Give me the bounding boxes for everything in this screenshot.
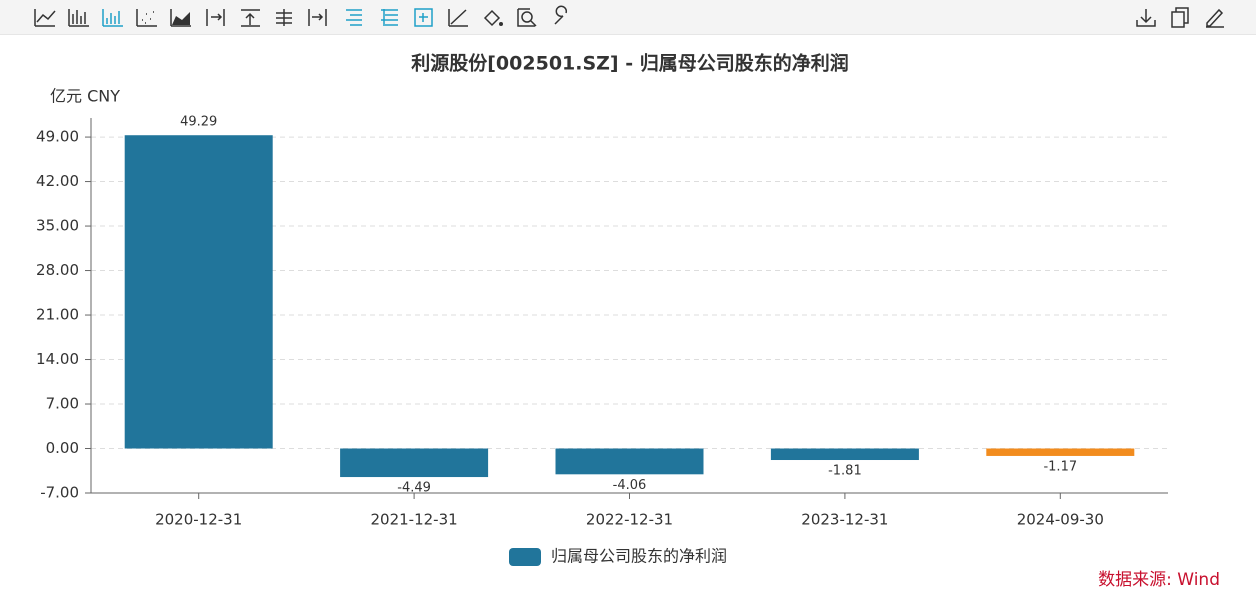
y-tick-label: 49.00	[36, 128, 79, 146]
y-tick-label: 7.00	[46, 395, 79, 413]
bar	[340, 448, 489, 478]
y-tick-label: 42.00	[36, 172, 79, 190]
y-tick-label: 0.00	[46, 439, 79, 457]
value-label: -4.49	[397, 481, 431, 496]
y-tick-label: 21.00	[36, 306, 79, 324]
y-tick-label: -7.00	[40, 484, 79, 502]
x-tick-label: 2024-09-30	[1017, 511, 1104, 529]
tool-area[interactable]	[170, 9, 191, 27]
value-label: 49.29	[180, 115, 217, 130]
x-tick-label: 2021-12-31	[371, 511, 458, 529]
value-label: -1.81	[828, 464, 862, 479]
toolbar	[0, 0, 1256, 35]
edit[interactable]	[1206, 8, 1224, 28]
tool-zoom[interactable]	[517, 8, 537, 27]
tool-settings[interactable]	[554, 5, 568, 25]
bar	[124, 135, 273, 449]
download[interactable]	[1136, 9, 1156, 27]
tool-scatter[interactable]	[136, 9, 157, 27]
value-label: -4.06	[613, 478, 647, 493]
bar	[986, 448, 1135, 456]
x-tick-label: 2023-12-31	[801, 511, 888, 529]
tool-6[interactable]	[346, 9, 362, 26]
legend-label: 归属母公司股东的净利润	[551, 547, 727, 566]
tool-bar[interactable]	[68, 9, 89, 27]
chart-title: 利源股份[002501.SZ] - 归属母公司股东的净利润	[411, 52, 848, 75]
tool-8[interactable]	[414, 8, 433, 27]
y-tick-label: 28.00	[36, 261, 79, 279]
x-tick-label: 2022-12-31	[586, 511, 673, 529]
value-label: -1.17	[1043, 459, 1077, 474]
legend-swatch	[509, 548, 541, 566]
tool-5[interactable]	[308, 9, 327, 26]
x-tick-label: 2020-12-31	[155, 511, 242, 529]
tool-3[interactable]	[241, 9, 260, 27]
source: 数据来源: Wind	[1098, 570, 1220, 590]
y-tick-label: 35.00	[36, 217, 79, 235]
y-tick-label: 14.00	[36, 350, 79, 368]
y-unit: 亿元 CNY	[50, 87, 120, 106]
tool-bar-active[interactable]	[102, 9, 123, 27]
tool-4[interactable]	[276, 9, 292, 26]
tool-7[interactable]	[381, 9, 398, 26]
tool-line[interactable]	[34, 9, 56, 27]
bar	[555, 448, 704, 475]
tool-9[interactable]	[448, 9, 468, 27]
tool-fill[interactable]	[483, 9, 503, 27]
tool-2[interactable]	[206, 9, 225, 26]
copy[interactable]	[1171, 7, 1189, 28]
bar	[770, 448, 919, 461]
